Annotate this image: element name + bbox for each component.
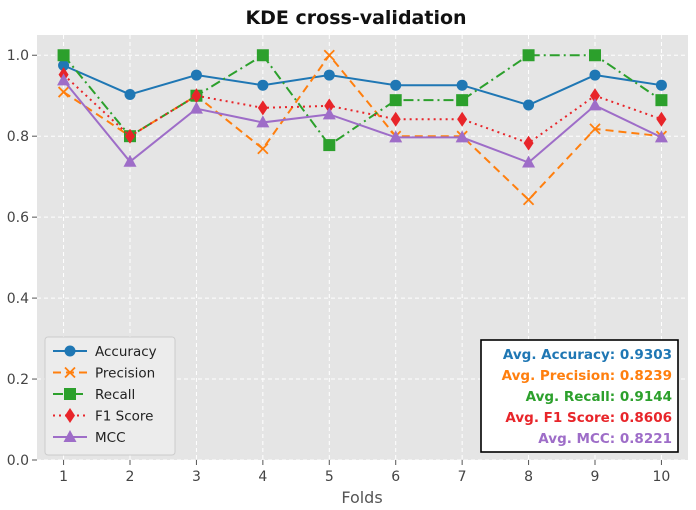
data-point-mcc	[322, 107, 336, 120]
series-mcc	[57, 73, 668, 168]
x-axis-label: Folds	[341, 488, 382, 507]
average-label: Avg. Precision: 0.8239	[502, 368, 672, 384]
x-tick-label: 10	[653, 469, 671, 485]
data-point-accuracy	[124, 89, 136, 100]
data-point-recall	[655, 94, 668, 107]
data-point-accuracy	[589, 69, 601, 81]
legend-label-accuracy: Accuracy	[95, 344, 157, 360]
series-line-mcc	[62, 79, 662, 164]
legend-marker-f1-score	[65, 408, 75, 423]
x-tick-label: 6	[391, 469, 400, 485]
x-tick-label: 3	[192, 469, 201, 485]
series-line-recall	[62, 53, 662, 147]
data-point-mcc	[123, 154, 137, 167]
data-point-precision	[323, 49, 335, 61]
data-point-recall	[323, 139, 336, 152]
x-tick-label: 7	[458, 469, 467, 485]
data-point-mcc	[654, 130, 668, 143]
data-point-f1-score	[656, 111, 667, 127]
data-point-recall	[57, 49, 70, 62]
data-point-mcc	[588, 98, 602, 111]
x-tick-label: 8	[524, 469, 533, 485]
data-point-accuracy	[190, 69, 202, 81]
data-point-accuracy	[323, 69, 335, 81]
average-label: Avg. F1 Score: 0.8606	[505, 410, 672, 426]
series-line-accuracy	[63, 64, 662, 107]
x-tick-label: 5	[325, 469, 334, 485]
data-point-mcc	[189, 101, 203, 114]
data-point-f1-score	[523, 135, 534, 151]
y-tick-label: 0.6	[7, 210, 29, 226]
legend-marker-mcc	[63, 430, 77, 442]
data-point-accuracy	[456, 79, 468, 91]
legend: Accuracy Precision Recall F1 Score MCC	[44, 336, 176, 456]
data-point-recall	[522, 49, 535, 62]
data-point-accuracy	[655, 79, 667, 91]
x-tick-label: 9	[591, 469, 600, 485]
averages-box: Avg. Accuracy: 0.9303 Avg. Precision: 0.8…	[480, 339, 679, 453]
data-point-f1-score	[590, 88, 600, 104]
y-tick-label: 0.0	[7, 453, 29, 469]
series-line-f1-score	[62, 73, 662, 145]
data-point-f1-score	[390, 111, 401, 127]
data-point-mcc	[522, 155, 536, 168]
y-tick-label: 0.4	[7, 291, 29, 307]
average-label: Avg. MCC: 0.8221	[538, 431, 672, 447]
y-axis-ticks: 0.0 0.2 0.4 0.6 0.8 1.0	[7, 48, 37, 469]
legend-marker-accuracy	[64, 345, 76, 357]
average-label: Avg. Accuracy: 0.9303	[503, 347, 672, 363]
y-tick-label: 0.8	[7, 129, 29, 145]
data-point-recall	[256, 49, 269, 62]
series-f1-score	[58, 67, 667, 151]
data-point-recall	[389, 94, 402, 107]
data-series	[57, 49, 668, 206]
data-point-f1-score	[257, 100, 268, 116]
data-point-accuracy	[390, 79, 402, 91]
legend-label-precision: Precision	[95, 366, 155, 382]
data-point-recall	[456, 94, 469, 107]
chart-title: KDE cross-validation	[245, 7, 466, 29]
data-point-precision	[257, 143, 269, 155]
data-point-precision	[522, 194, 535, 206]
legend-label-recall: Recall	[95, 387, 135, 403]
data-point-f1-score	[324, 98, 335, 114]
average-label: Avg. Recall: 0.9144	[526, 389, 672, 405]
legend-label-f1-score: F1 Score	[95, 409, 153, 425]
data-point-recall	[589, 49, 601, 62]
data-point-precision	[589, 123, 601, 135]
averages-border	[480, 339, 679, 453]
data-point-f1-score	[191, 88, 202, 104]
data-point-f1-score	[457, 111, 468, 127]
x-tick-label: 2	[126, 469, 135, 485]
data-point-mcc	[256, 115, 270, 128]
data-point-accuracy	[58, 59, 70, 71]
data-point-f1-score	[125, 128, 135, 144]
x-axis-ticks: 1 2 3 4 5 6 7 8 9 10	[59, 460, 670, 485]
data-point-precision	[57, 86, 70, 98]
data-point-mcc	[389, 130, 403, 143]
data-point-mcc	[57, 73, 71, 86]
data-point-accuracy	[523, 99, 535, 111]
legend-marker-recall	[64, 388, 76, 400]
y-tick-label: 1.0	[7, 48, 29, 64]
legend-box	[44, 336, 176, 456]
data-point-mcc	[455, 130, 469, 143]
y-tick-label: 0.2	[7, 372, 29, 388]
data-point-accuracy	[257, 79, 269, 91]
x-tick-label: 1	[59, 469, 68, 485]
legend-label-mcc: MCC	[95, 430, 126, 446]
legend-marker-precision	[64, 366, 76, 379]
x-tick-label: 4	[258, 469, 267, 485]
series-accuracy	[58, 59, 667, 111]
